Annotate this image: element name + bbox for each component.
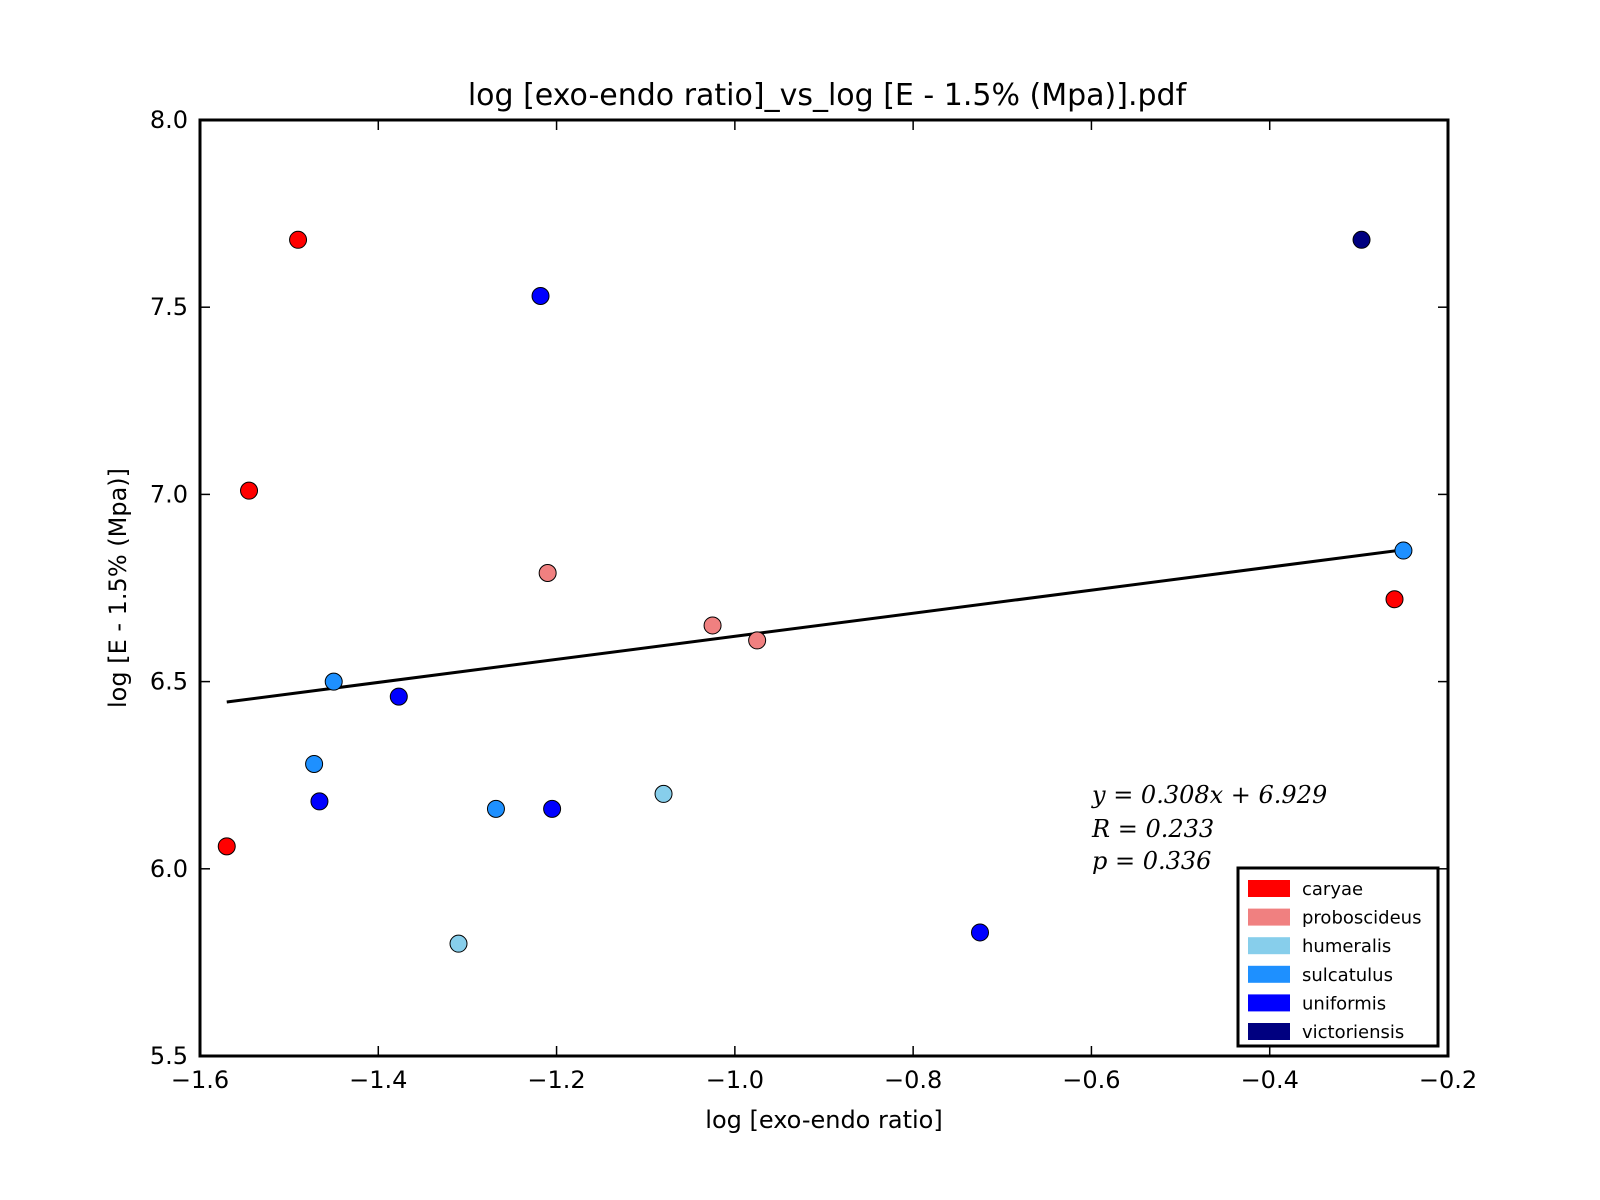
legend-label-caryae: caryae [1302,879,1363,900]
legend-swatch-victoriensis [1248,1023,1290,1040]
legend-swatch-proboscideus [1248,908,1290,926]
point-caryae [240,481,259,500]
point-sulcatulus [486,799,505,818]
x-tick-label: −1.4 [349,1066,407,1094]
x-tick-label: −0.6 [1062,1066,1120,1094]
y-tick-label: 5.5 [150,1042,188,1070]
point-caryae [217,837,236,856]
data-points [217,230,1413,953]
y-tick-label: 7.5 [150,293,188,321]
legend-items: caryae proboscideus humeralis sulcatulus uni… [1248,879,1421,1043]
y-tick-label: 6.5 [150,668,188,696]
legend-label-sulcatulus: sulcatulus [1302,965,1393,986]
axis-ticks: −1.6 −1.4 −1.2 −1.0 −0.8 −0.6 −0.4 −0.2 5.5 6.0 6.… [150,106,1477,1094]
point-proboscideus [538,564,557,583]
point-caryae [1385,590,1404,609]
point-caryae [289,230,308,249]
fit-p-value: p = 0.336 [1092,847,1211,875]
point-uniformis [310,792,329,811]
x-tick-label: −1.6 [171,1066,229,1094]
point-uniformis [971,923,989,942]
x-tick-label: −1.0 [706,1066,764,1094]
legend: caryae proboscideus humeralis sulcatulus uni… [1236,866,1440,1048]
fit-r-value: R = 0.233 [1091,815,1214,843]
plot-frame [198,118,1450,1058]
legend-label-proboscideus: proboscideus [1302,908,1421,929]
y-tick-label: 7.0 [150,480,188,508]
x-tick-label: −0.4 [1241,1066,1299,1094]
point-proboscideus [703,616,722,635]
legend-label-victoriensis: victoriensis [1302,1022,1404,1043]
legend-box [1236,866,1440,1048]
chart-title: log [exo-endo ratio]_vs_log [E - 1.5% (M… [468,78,1188,113]
y-tick-label: 8.0 [150,106,188,134]
legend-label-uniformis: uniformis [1302,993,1386,1014]
legend-swatch-uniformis [1248,994,1290,1012]
point-victoriensis [1352,230,1371,249]
point-sulcatulus [324,672,343,691]
point-proboscideus [748,631,767,650]
x-tick-label: −0.2 [1419,1066,1477,1094]
y-tick-label: 6.0 [150,855,188,883]
legend-swatch-humeralis [1248,937,1290,955]
point-uniformis [389,687,408,706]
point-sulcatulus [305,754,324,773]
legend-swatch-caryae [1248,880,1290,897]
point-uniformis [531,286,550,305]
x-tick-label: −0.8 [884,1066,942,1094]
fit-annotation: y = 0.308x + 6.929 R = 0.233 p = 0.336 [1091,781,1327,875]
regression-line-layer [226,548,1404,704]
point-humeralis [449,934,468,953]
y-axis-label: log [E - 1.5% (Mpa)] [104,468,132,708]
legend-swatch-sulcatulus [1248,965,1290,983]
point-uniformis [543,799,562,818]
point-sulcatulus [1394,541,1413,560]
regression-line [226,548,1404,704]
x-axis-label: log [exo-endo ratio] [705,1106,942,1134]
legend-label-humeralis: humeralis [1302,936,1391,957]
x-tick-label: −1.2 [527,1066,585,1094]
point-humeralis [654,784,673,803]
fit-equation: y = 0.308x + 6.929 [1091,781,1327,809]
